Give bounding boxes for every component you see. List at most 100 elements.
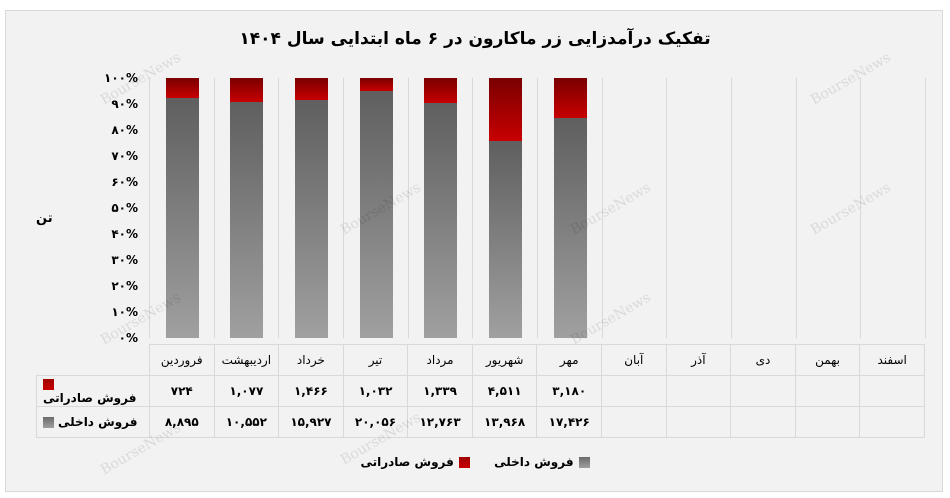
row-label-domestic: فروش داخلی <box>36 406 150 438</box>
table-header-row: فروردین اردیبهشت خرداد تیر مرداد شهریور مهر آبا… <box>36 344 925 376</box>
table-month-header: شهریور <box>471 344 538 376</box>
bar-segment-export[interactable] <box>359 78 393 91</box>
table-cell-domestic <box>859 406 925 438</box>
category-column <box>344 78 409 338</box>
stacked-bar[interactable] <box>165 78 199 338</box>
bar-segment-export[interactable] <box>295 78 329 100</box>
y-axis: ۰% ۱۰% ۲۰% ۳۰% ۴۰% ۵۰% ۶۰% ۷۰% ۸۰% ۹۰% ۱۰۰% <box>66 71 138 353</box>
data-table: فروردین اردیبهشت خرداد تیر مرداد شهریور مهر آبا… <box>36 344 925 438</box>
table-month-header: دی <box>730 344 796 376</box>
table-cell-export <box>601 375 667 407</box>
category-column <box>797 78 862 338</box>
category-column <box>215 78 280 338</box>
table-month-header: تیر <box>342 344 409 376</box>
bar-segment-export[interactable] <box>489 78 523 142</box>
category-column <box>603 78 668 338</box>
legend-item-export: فروش صادراتی <box>360 455 470 469</box>
y-tick: ۲۰% <box>111 279 138 293</box>
bar-segment-domestic[interactable] <box>359 90 393 338</box>
table-row-export: فروش صادراتی ۷۲۴ ۱,۰۷۷ ۱,۴۶۶ ۱,۰۳۲ ۱,۳۳۹ ۴,۵۱… <box>36 375 925 407</box>
category-column <box>279 78 344 338</box>
stacked-bar[interactable] <box>424 78 458 338</box>
stacked-bar[interactable] <box>553 78 587 338</box>
table-cell-domestic <box>601 406 667 438</box>
table-cell-domestic: ۱۳,۹۶۸ <box>471 406 538 438</box>
table-cell-domestic: ۸,۸۹۵ <box>148 406 215 438</box>
table-cell-domestic: ۱۲,۷۶۳ <box>407 406 473 438</box>
table-cell-domestic: ۱۰,۵۵۲ <box>213 406 280 438</box>
row-label-domestic-text: فروش داخلی <box>58 415 138 429</box>
stacked-bar[interactable] <box>230 78 264 338</box>
table-cell-export <box>859 375 925 407</box>
table-month-header: مرداد <box>407 344 473 376</box>
y-tick: ۴۰% <box>111 227 138 241</box>
table-cell-export: ۷۲۴ <box>148 375 215 407</box>
bar-segment-domestic[interactable] <box>295 99 329 338</box>
y-tick: ۸۰% <box>111 123 138 137</box>
table-cell-export: ۴,۵۱۱ <box>471 375 538 407</box>
export-swatch-icon <box>43 379 54 390</box>
legend-label-export: فروش صادراتی <box>360 455 454 469</box>
table-cell-export <box>730 375 796 407</box>
table-month-header: آبان <box>601 344 667 376</box>
table-cell-export: ۱,۰۷۷ <box>213 375 280 407</box>
table-row-domestic: فروش داخلی ۸,۸۹۵ ۱۰,۵۵۲ ۱۵,۹۲۷ ۲۰,۰۵۶ ۱۲,۷۶۳… <box>36 406 925 438</box>
legend: فروش صادراتی فروش داخلی <box>6 455 944 471</box>
y-tick: ۷۰% <box>111 149 138 163</box>
table-cell-export <box>794 375 861 407</box>
table-month-header: اردیبهشت <box>213 344 280 376</box>
legend-item-domestic: فروش داخلی <box>494 455 590 469</box>
domestic-swatch-icon <box>43 417 54 428</box>
plot-area <box>149 78 926 338</box>
y-axis-unit: تن <box>36 211 53 226</box>
stacked-bar[interactable] <box>489 78 523 338</box>
category-column <box>861 78 926 338</box>
table-cell-export: ۱,۰۳۲ <box>342 375 409 407</box>
chart-frame: تفکیک درآمدزایی زر ماکارون در ۶ ماه ابتد… <box>5 10 943 492</box>
y-tick: ۱۰۰% <box>104 71 138 85</box>
table-cell-export: ۱,۳۳۹ <box>407 375 473 407</box>
y-tick: ۰% <box>118 331 138 345</box>
table-month-header: اسفند <box>859 344 925 376</box>
bar-segment-export[interactable] <box>230 78 264 103</box>
table-cell-domestic <box>665 406 732 438</box>
table-cell-domestic <box>730 406 796 438</box>
stacked-bar[interactable] <box>295 78 329 338</box>
category-column <box>150 78 215 338</box>
table-cell-domestic: ۱۷,۴۲۶ <box>536 406 603 438</box>
table-corner <box>36 344 150 376</box>
category-column <box>409 78 474 338</box>
category-column <box>667 78 732 338</box>
row-label-export-text: فروش صادراتی <box>43 391 137 405</box>
bar-segment-export[interactable] <box>165 78 199 98</box>
y-tick: ۳۰% <box>111 253 138 267</box>
bar-segment-domestic[interactable] <box>165 97 199 338</box>
y-tick: ۶۰% <box>111 175 138 189</box>
bar-segment-domestic[interactable] <box>230 102 264 338</box>
bar-segment-domestic[interactable] <box>489 141 523 338</box>
category-column <box>473 78 538 338</box>
bar-segment-export[interactable] <box>553 78 587 119</box>
table-month-header: مهر <box>536 344 603 376</box>
y-tick: ۵۰% <box>111 201 138 215</box>
table-cell-export: ۳,۱۸۰ <box>536 375 603 407</box>
domestic-legend-swatch-icon <box>578 456 590 468</box>
table-cell-domestic: ۱۵,۹۲۷ <box>278 406 344 438</box>
category-column <box>732 78 797 338</box>
row-label-export: فروش صادراتی <box>36 375 150 407</box>
category-column <box>538 78 603 338</box>
table-month-header: آذر <box>665 344 732 376</box>
table-month-header: بهمن <box>794 344 861 376</box>
table-cell-domestic: ۲۰,۰۵۶ <box>342 406 409 438</box>
legend-label-domestic: فروش داخلی <box>494 455 574 469</box>
bar-segment-export[interactable] <box>424 78 458 103</box>
table-month-header: فروردین <box>148 344 215 376</box>
table-cell-domestic <box>794 406 861 438</box>
stacked-bar[interactable] <box>359 78 393 338</box>
bar-segment-domestic[interactable] <box>424 102 458 338</box>
table-month-header: خرداد <box>278 344 344 376</box>
chart-title: تفکیک درآمدزایی زر ماکارون در ۶ ماه ابتد… <box>239 29 711 49</box>
y-tick: ۹۰% <box>111 97 138 111</box>
bar-segment-domestic[interactable] <box>553 118 587 338</box>
table-cell-export <box>665 375 732 407</box>
